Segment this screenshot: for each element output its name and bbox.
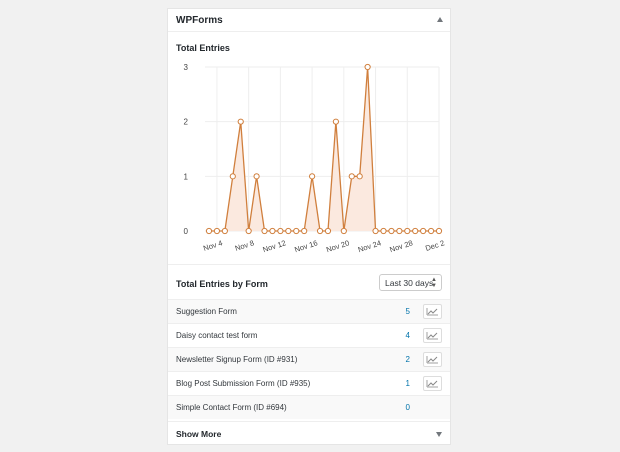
line-chart-icon [426,308,438,316]
data-point[interactable] [404,227,411,235]
x-tick-label: Dec 2 [424,238,445,253]
form-list: Suggestion Form 5 Daisy contact test form 4… [168,299,450,419]
chevron-down-icon [436,432,442,437]
collapse-icon[interactable] [437,17,443,22]
wpforms-widget: WPForms Total Entries 0 1 2 3 Nov 4 Nov 8 Nov … [167,8,451,445]
form-entry-count[interactable]: 5 [405,307,410,316]
view-chart-button[interactable] [423,328,442,343]
line-chart-icon [426,356,438,364]
select-arrows-icon: ▲ ▼ [431,277,437,289]
y-tick-label: 1 [184,172,189,181]
show-more-button[interactable]: Show More [168,421,450,445]
data-point[interactable] [205,227,213,235]
data-point[interactable] [301,227,308,235]
date-range-value: Last 30 days [385,278,434,288]
data-point[interactable] [285,227,292,235]
x-tick-label: Nov 8 [234,238,255,253]
data-point[interactable] [316,227,324,235]
by-form-title: Total Entries by Form [176,279,268,289]
data-point[interactable] [221,227,228,235]
line-chart-icon [426,380,438,388]
x-tick-label: Nov 24 [357,238,382,254]
data-point[interactable] [293,227,300,235]
data-point[interactable] [396,227,403,235]
widget-header[interactable]: WPForms [168,9,450,32]
data-point[interactable] [435,227,443,235]
form-entry-count[interactable]: 0 [405,403,410,412]
data-point[interactable] [356,173,363,180]
data-point[interactable] [324,227,332,235]
form-row: Newsletter Signup Form (ID #931) 2 [168,347,450,371]
show-more-label: Show More [176,429,222,439]
data-point[interactable] [245,227,252,235]
form-row: Simple Contact Form (ID #694) 0 [168,395,450,419]
form-name: Daisy contact test form [176,331,258,340]
view-chart-button[interactable] [423,304,442,319]
series-area [209,67,439,231]
view-chart-button[interactable] [423,376,442,391]
data-point[interactable] [261,227,268,235]
data-point[interactable] [340,227,347,235]
y-tick-label: 0 [184,227,189,236]
y-tick-label: 2 [184,118,189,127]
data-point[interactable] [388,227,395,235]
form-name: Suggestion Form [176,307,237,316]
data-point[interactable] [427,227,435,235]
data-point[interactable] [348,173,355,180]
form-row: Blog Post Submission Form (ID #935) 1 [168,371,450,395]
x-tick-label: Nov 12 [262,238,287,254]
y-tick-label: 3 [184,63,189,72]
data-point[interactable] [412,227,419,235]
data-point[interactable] [364,63,371,71]
data-point[interactable] [372,227,379,235]
form-entry-count[interactable]: 1 [405,379,410,388]
data-point[interactable] [237,118,244,125]
form-name: Blog Post Submission Form (ID #935) [176,379,311,388]
form-entry-count[interactable]: 4 [405,331,410,340]
section-divider [168,264,450,265]
widget-title: WPForms [176,15,223,26]
x-tick-label: Nov 20 [325,238,350,254]
form-name: Simple Contact Form (ID #694) [176,403,287,412]
data-point[interactable] [269,227,276,235]
form-row: Suggestion Form 5 [168,299,450,323]
x-tick-label: Nov 4 [202,238,223,253]
line-chart-icon [426,332,438,340]
date-range-select[interactable]: Last 30 days ▲ ▼ [379,274,442,291]
data-point[interactable] [332,118,339,125]
data-point[interactable] [229,173,236,180]
data-point[interactable] [380,227,387,235]
x-tick-label: Nov 16 [293,238,318,254]
view-chart-button[interactable] [423,352,442,367]
total-entries-chart: 0 1 2 3 Nov 4 Nov 8 Nov 12 Nov 16 Nov 20 Nov 24 No… [184,63,446,254]
form-name: Newsletter Signup Form (ID #931) [176,355,298,364]
data-point[interactable] [277,227,284,235]
chart-title: Total Entries [176,43,230,53]
form-entry-count[interactable]: 2 [405,355,410,364]
x-tick-label: Nov 28 [389,238,414,254]
data-point[interactable] [420,227,427,235]
data-point[interactable] [213,227,221,235]
data-point[interactable] [309,173,316,180]
form-row: Daisy contact test form 4 [168,323,450,347]
data-point[interactable] [253,173,260,180]
